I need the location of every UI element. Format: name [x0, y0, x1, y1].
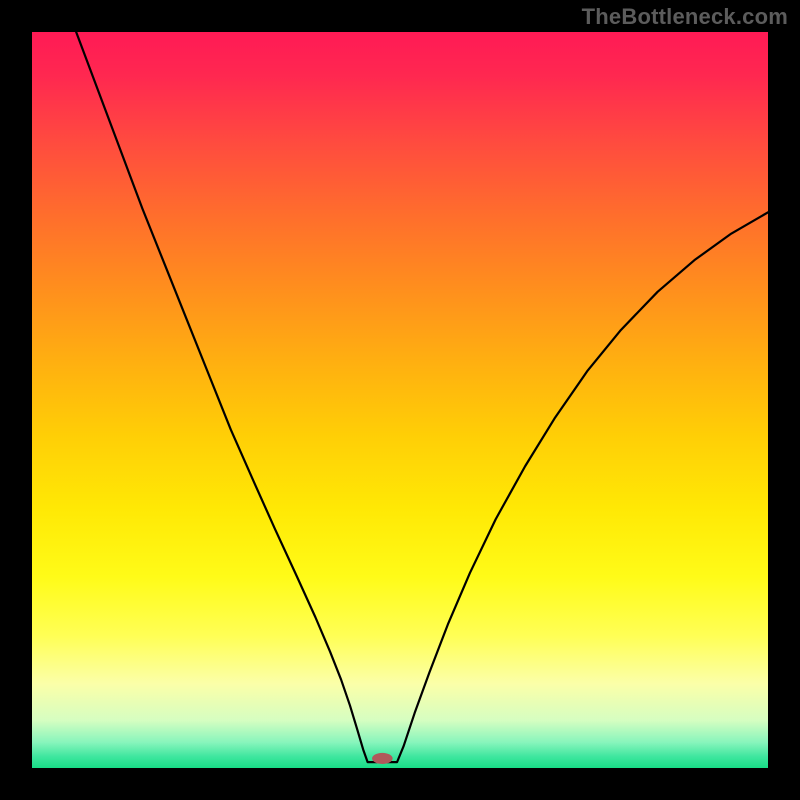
optimum-marker: [372, 753, 393, 764]
plot-area: [32, 32, 768, 768]
bottleneck-chart: [0, 0, 800, 800]
chart-container: TheBottleneck.com: [0, 0, 800, 800]
gradient-background: [32, 32, 768, 768]
watermark-text: TheBottleneck.com: [582, 4, 788, 30]
